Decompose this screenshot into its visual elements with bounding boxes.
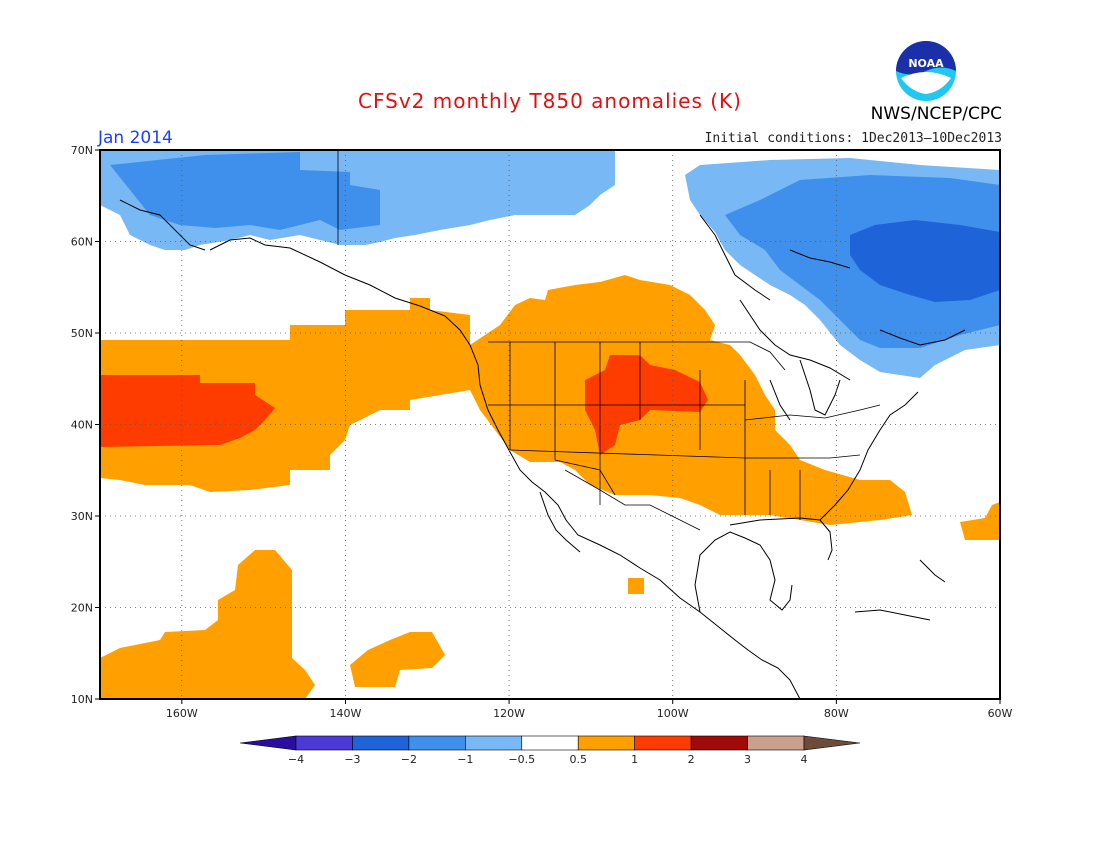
colorbar-swatch [577, 735, 635, 751]
lon-tick-label: 100W [657, 707, 689, 720]
lat-tick-label: 50N [71, 327, 93, 340]
colorbar-swatch [465, 735, 523, 751]
anomaly-canada-coldest [850, 220, 1000, 302]
colorbar-swatch [747, 735, 805, 751]
colorbar-swatch [239, 735, 297, 751]
colorbar-swatch [408, 735, 466, 751]
noaa-logo: NOAA [896, 41, 956, 101]
lon-tick-label: 120W [493, 707, 525, 720]
lon-tick-label: 140W [330, 707, 362, 720]
agency-label: NWS/NCEP/CPC [870, 104, 1002, 124]
anomaly-alaska-cold [110, 152, 380, 230]
lon-tick-label: 80W [824, 707, 849, 720]
colorbar-label: −3 [344, 753, 360, 766]
colorbar-swatch [634, 735, 692, 751]
colorbar-swatch [690, 735, 748, 751]
colorbar-swatch [352, 735, 410, 751]
anomaly-atlantic-warm [960, 502, 1000, 540]
colorbar-label: 2 [688, 753, 695, 766]
colorbar-label: 4 [801, 753, 808, 766]
valid-month: Jan 2014 [98, 128, 173, 148]
lat-tick-label: 20N [71, 602, 93, 615]
axis-labels: 160W 140W 120W 100W 80W 60W 10N 20N 30N 40N 50N 60N… [71, 144, 1013, 720]
lat-tick-label: 60N [71, 236, 93, 249]
lon-tick-label: 160W [166, 707, 198, 720]
colorbar-label: 0.5 [569, 753, 587, 766]
lat-tick-label: 30N [71, 510, 93, 523]
chart-title: CFSv2 monthly T850 anomalies (K) [358, 89, 742, 113]
colorbar-label: −4 [288, 753, 304, 766]
anomaly-subtropic-warm [350, 632, 445, 687]
colorbar-swatch [295, 735, 353, 751]
colorbar-label: 1 [631, 753, 638, 766]
anomaly-pacific-strong [100, 375, 275, 447]
coastlines [119, 199, 966, 699]
colorbar-label: 3 [744, 753, 751, 766]
lat-tick-label: 10N [71, 693, 93, 706]
anomaly-mexico-spot [628, 578, 644, 594]
political-borders [337, 150, 881, 531]
colorbar: −4 −3 −2 −1 −0.5 0.5 1 2 3 4 [239, 735, 861, 766]
initial-conditions: Initial conditions: 1Dec2013—10Dec2013 [704, 131, 1002, 146]
colorbar-label: −2 [401, 753, 417, 766]
colorbar-swatch [521, 735, 579, 751]
colorbar-swatch [803, 735, 861, 751]
colorbar-label: −1 [457, 753, 473, 766]
colorbar-label: −0.5 [508, 753, 535, 766]
lat-tick-label: 40N [71, 419, 93, 432]
lat-tick-label: 70N [71, 144, 93, 157]
logo-text: NOAA [908, 57, 944, 70]
lon-tick-label: 60W [988, 707, 1013, 720]
anomaly-hawaii-warm [100, 550, 315, 699]
